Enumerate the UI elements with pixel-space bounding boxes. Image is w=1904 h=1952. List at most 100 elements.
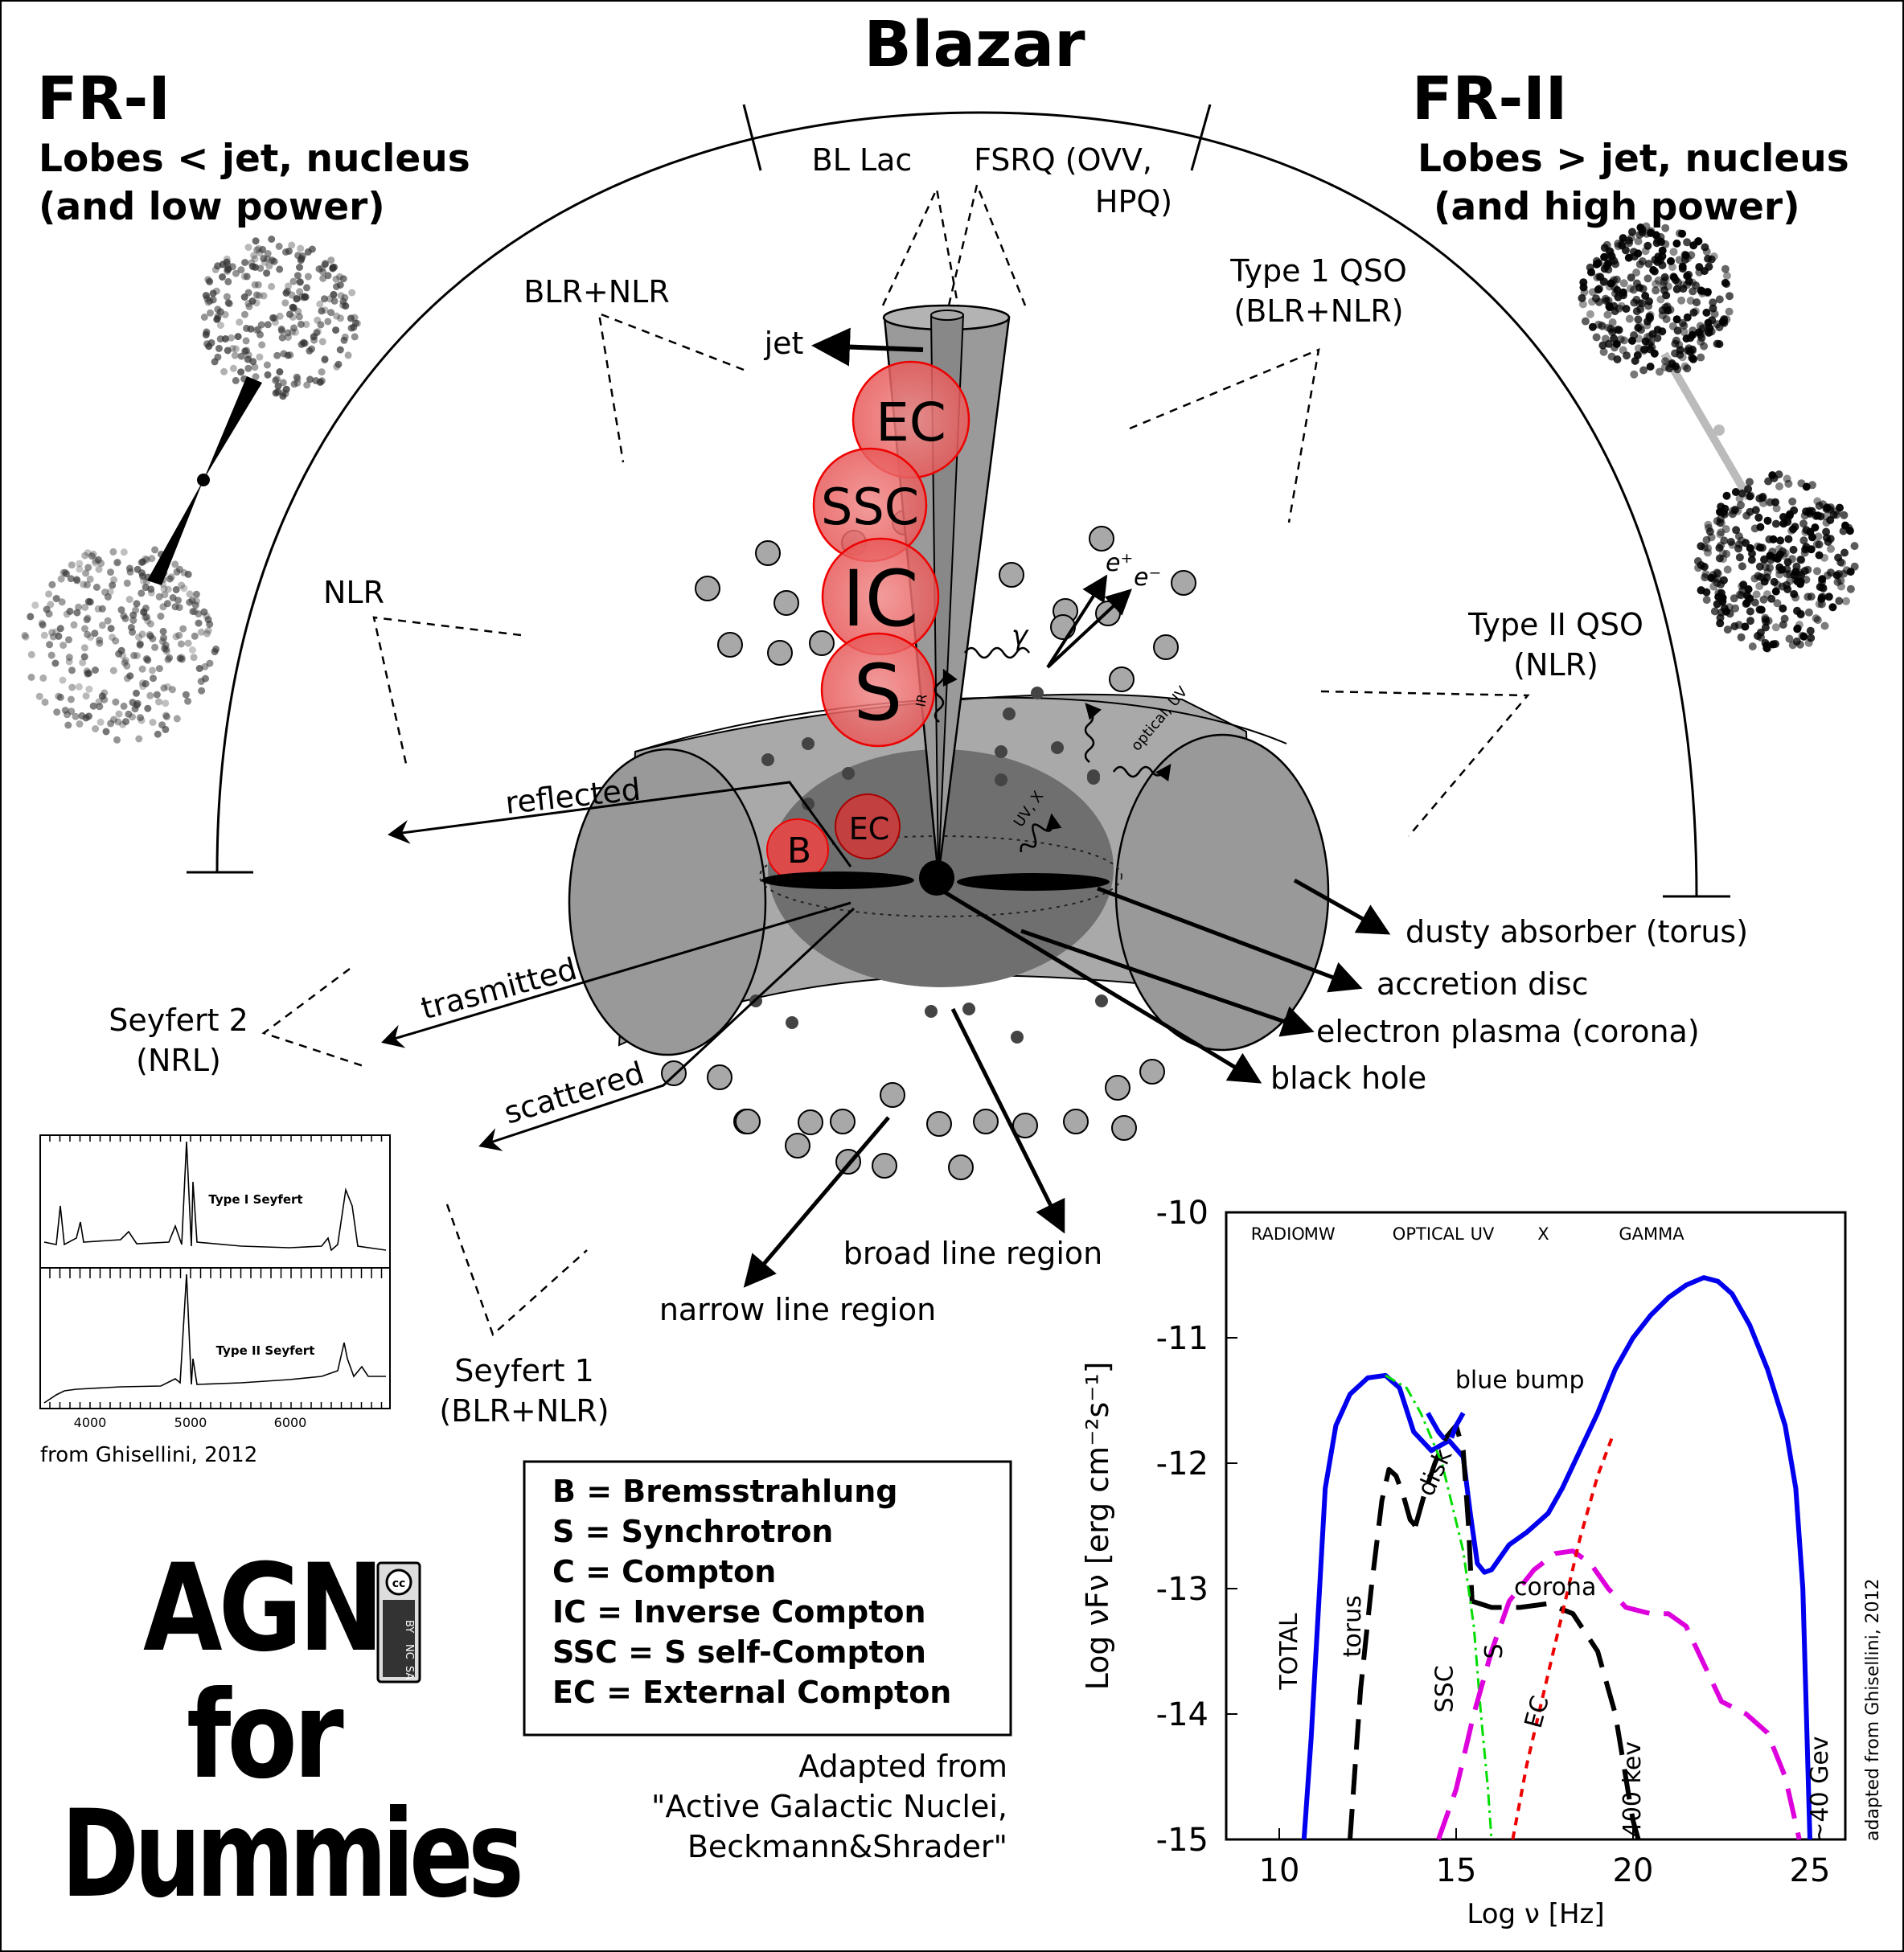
label-corona: electron plasma (corona) [1316, 1014, 1700, 1049]
corona-arrow [1020, 929, 1315, 1037]
lobe-dot [1665, 364, 1674, 373]
cloud [948, 1154, 974, 1180]
lobe-dot [166, 575, 174, 583]
lobe-dot [244, 355, 252, 363]
legend-item-ssc: SSC = S self-Compton [552, 1634, 926, 1670]
lobe-dot [195, 619, 203, 627]
inner-cloud [1051, 741, 1064, 754]
lobe-dot [1721, 525, 1730, 534]
legend-frame [523, 1460, 1012, 1737]
lobe-dot [1607, 352, 1616, 361]
lobe-dot [159, 627, 167, 635]
lobe-dot [67, 695, 75, 703]
lobe-dot [304, 273, 312, 281]
lobe-dot [224, 265, 232, 273]
lobe-dot [104, 593, 112, 601]
lobe-dot [244, 289, 252, 297]
label-blr: broad line region [843, 1236, 1102, 1271]
lobe-dot [1783, 474, 1791, 483]
lobe-dot [172, 633, 180, 641]
lobe-dot [80, 653, 88, 661]
lobe-dot [1707, 255, 1716, 264]
lobe-dot [109, 547, 117, 556]
lobe-dot [142, 584, 150, 592]
y-tick-label: -15 [1156, 1822, 1208, 1859]
torus-right-cap [1114, 733, 1330, 1052]
lobe-dot [1598, 341, 1607, 350]
lobe-dot [47, 651, 55, 659]
lobe-dot [45, 610, 53, 618]
lobe-dot [142, 556, 150, 564]
lobe-dot [256, 353, 264, 361]
lobe-dot [1601, 294, 1610, 303]
lobe-dot [79, 658, 87, 666]
lobe-dot [1722, 280, 1731, 289]
spectra-tick-4000: 4000 [74, 1415, 107, 1430]
lobe-dot [297, 320, 305, 328]
lobe-dot [173, 715, 181, 723]
lobe-dot [175, 631, 183, 639]
lobe-dot [176, 565, 183, 573]
lobe-dot [1643, 333, 1652, 342]
lobe-dot [253, 246, 261, 254]
lobe-dot [1627, 336, 1636, 345]
lobe-dot [289, 304, 298, 312]
cloud [774, 590, 799, 616]
lobe-dot [1840, 548, 1849, 557]
label-type2-qso-1: Type II QSO [1467, 607, 1643, 642]
cc-label: cc [392, 1577, 406, 1590]
lobe-dot [1738, 582, 1746, 590]
lobe-dot [1739, 580, 1748, 589]
lobe-dot [298, 252, 306, 260]
lobe-dot [256, 330, 264, 338]
fr1-radio-galaxy [21, 236, 361, 744]
lobe-dot [281, 299, 289, 307]
lobe-dot [81, 603, 89, 611]
fr2-jet [1660, 351, 1753, 501]
black-hole [919, 860, 954, 896]
cloud [695, 576, 720, 601]
cc-badge: cc BY NC SA [376, 1561, 421, 1683]
lobe-dot [1820, 621, 1829, 630]
lobe-dot [1731, 604, 1740, 613]
label-type2-qso-2: (NLR) [1513, 647, 1598, 683]
lobe-dot [120, 548, 128, 556]
lobe-dot [107, 568, 114, 576]
lobe-dot [1694, 564, 1703, 572]
lobe-dot [212, 287, 220, 295]
lobe-dot [1715, 543, 1724, 552]
legend-item-ec: EC = External Compton [552, 1675, 951, 1710]
lobe-dot [1707, 533, 1716, 542]
cloud [809, 630, 835, 656]
inner-cloud [1095, 994, 1108, 1007]
lobe-dot [1746, 617, 1754, 625]
lobe-dot [129, 611, 137, 619]
lobe-dot [248, 263, 256, 270]
scattered-arrow [478, 907, 856, 1151]
disc-arrow [1097, 886, 1363, 993]
lobe-dot [1744, 485, 1753, 494]
lobe-dot [150, 675, 157, 683]
lobe-dot [73, 609, 81, 617]
lobe-dot [1701, 543, 1709, 552]
cloud [1111, 1115, 1137, 1141]
lobe-dot [82, 692, 90, 700]
band-label: MW [1304, 1224, 1336, 1244]
zone-b-label: B [787, 830, 811, 871]
annotation-s: S [1480, 1643, 1508, 1659]
lobe-dot [161, 644, 168, 652]
cloud [755, 540, 781, 566]
lobe-dot [236, 318, 244, 326]
lobe-dot [1607, 252, 1616, 260]
logo-line1: AGN [143, 1538, 380, 1679]
lobe-dot [106, 588, 114, 596]
lobe-dot [144, 617, 152, 625]
lobe-dot [251, 281, 259, 289]
lobe-dot [83, 616, 91, 624]
jet-inner-top [930, 310, 964, 321]
lobe-dot [151, 546, 159, 554]
lobe-dot [1814, 532, 1823, 541]
lobe-dot [1581, 317, 1590, 326]
lobe-dot [333, 312, 340, 320]
lobe-dot [115, 710, 123, 718]
